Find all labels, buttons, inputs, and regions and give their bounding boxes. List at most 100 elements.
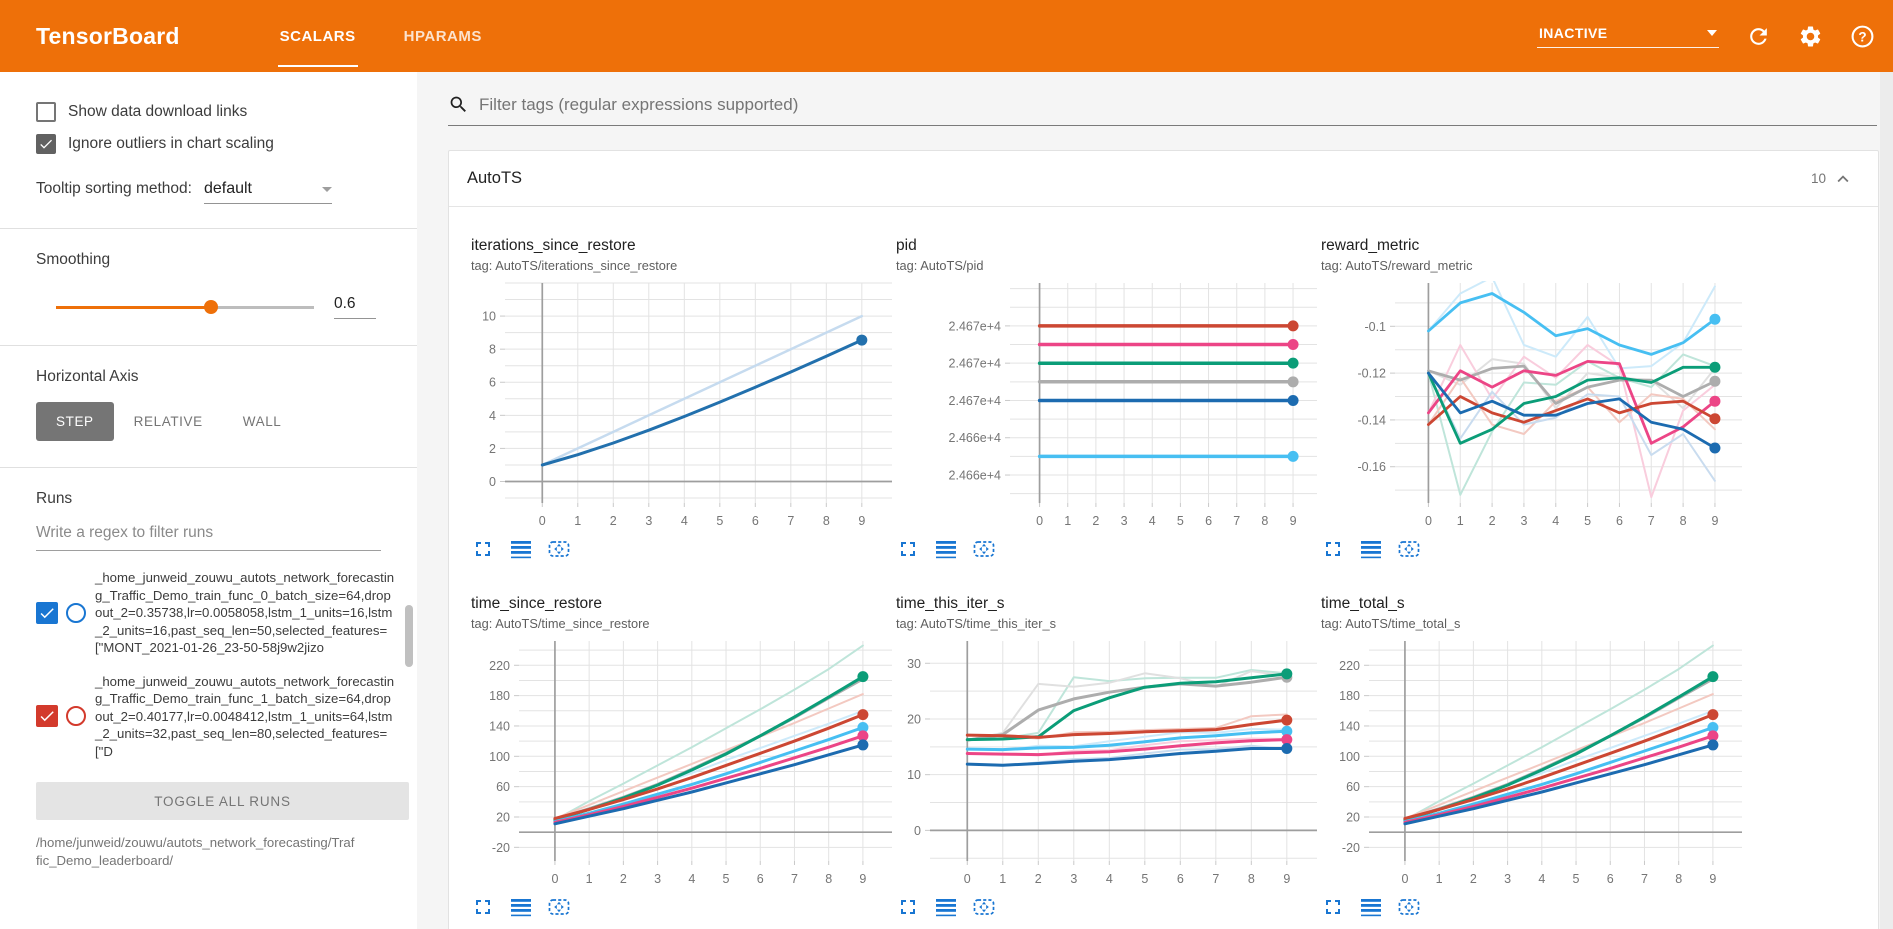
chart-plot[interactable]: 0 10 20 30 0 1 2 3 4 5 6 7 8 9 xyxy=(896,637,1321,889)
main-scrollbar-track[interactable] xyxy=(1880,72,1893,929)
svg-text:7: 7 xyxy=(787,514,794,528)
svg-text:9: 9 xyxy=(1709,872,1716,886)
chart-card-iterations_since_restore: iterations_since_restore tag: AutoTS/iter… xyxy=(471,237,896,561)
svg-text:3: 3 xyxy=(1121,514,1128,528)
chart-title: iterations_since_restore xyxy=(471,237,636,254)
checkbox-checked[interactable] xyxy=(36,134,56,154)
chart-plot[interactable]: -20 20 60 100 140 180 220 0 1 2 3 4 5 6 7 8 9 xyxy=(471,637,896,889)
svg-text:4: 4 xyxy=(1149,514,1156,528)
svg-text:8: 8 xyxy=(1261,514,1268,528)
svg-text:7: 7 xyxy=(1212,872,1219,886)
axis-relative-button[interactable]: RELATIVE xyxy=(133,414,203,429)
runs-filter-input[interactable] xyxy=(36,518,381,551)
run-radio[interactable] xyxy=(66,706,86,727)
svg-text:-0.16: -0.16 xyxy=(1358,460,1387,474)
fullscreen-icon[interactable] xyxy=(1321,537,1345,561)
tab-hparams[interactable]: HPARAMS xyxy=(403,27,482,45)
svg-text:4: 4 xyxy=(489,409,496,423)
fullscreen-icon[interactable] xyxy=(896,895,920,919)
fullscreen-icon[interactable] xyxy=(896,537,920,561)
expand-lines-icon[interactable] xyxy=(1359,895,1383,919)
chart-plot[interactable]: -20 20 60 100 140 180 220 0 1 2 3 4 5 6 7 8 9 xyxy=(1321,637,1746,889)
svg-text:9: 9 xyxy=(1290,514,1297,528)
chart-card-pid: pid tag: AutoTS/pid 2.467e+4 2.467e+4 2.467e… xyxy=(896,237,1321,561)
svg-text:0: 0 xyxy=(551,872,558,886)
chart-toolbar xyxy=(471,895,896,919)
card-collapse-control[interactable]: 10 xyxy=(1811,168,1854,190)
svg-text:1: 1 xyxy=(1064,514,1071,528)
svg-text:-0.1: -0.1 xyxy=(1364,320,1386,334)
refresh-icon[interactable] xyxy=(1745,23,1771,49)
run-checkbox[interactable] xyxy=(36,705,58,728)
svg-text:20: 20 xyxy=(496,811,510,825)
chart-plot[interactable]: 0 2 4 6 8 10 0 1 2 3 4 5 6 7 8 9 xyxy=(471,279,896,531)
chart-plot[interactable]: -0.1 -0.12 -0.14 -0.16 0 1 2 3 4 5 6 7 8 9 xyxy=(1321,279,1746,531)
svg-text:2.467e+4: 2.467e+4 xyxy=(949,319,1002,333)
sidebar-scrollbar-thumb[interactable] xyxy=(405,605,413,667)
svg-text:6: 6 xyxy=(1177,872,1184,886)
search-icon xyxy=(450,96,466,112)
svg-text:2.467e+4: 2.467e+4 xyxy=(949,357,1002,371)
smoothing-slider[interactable] xyxy=(56,300,314,314)
card-header[interactable]: AutoTS 10 xyxy=(449,151,1878,207)
fullscreen-icon[interactable] xyxy=(1321,895,1345,919)
svg-text:1: 1 xyxy=(1436,872,1443,886)
tag-filter-input[interactable] xyxy=(479,94,1877,115)
help-icon[interactable]: ? xyxy=(1849,23,1875,49)
svg-text:7: 7 xyxy=(1641,872,1648,886)
svg-text:6: 6 xyxy=(1205,514,1212,528)
svg-text:2.466e+4: 2.466e+4 xyxy=(949,469,1002,483)
expand-lines-icon[interactable] xyxy=(934,895,958,919)
svg-text:4: 4 xyxy=(1552,514,1559,528)
reload-status-select[interactable]: INACTIVE xyxy=(1537,25,1719,48)
settings-gear-icon[interactable] xyxy=(1797,23,1823,49)
tooltip-sorting-select[interactable]: default xyxy=(203,180,332,204)
svg-text:8: 8 xyxy=(823,514,830,528)
fit-domain-icon[interactable] xyxy=(972,895,996,919)
svg-text:2: 2 xyxy=(1092,514,1099,528)
svg-text:3: 3 xyxy=(1070,872,1077,886)
svg-text:1: 1 xyxy=(574,514,581,528)
fit-domain-icon[interactable] xyxy=(972,537,996,561)
run-radio[interactable] xyxy=(66,602,86,623)
svg-text:9: 9 xyxy=(859,872,866,886)
chart-toolbar xyxy=(896,895,1321,919)
expand-lines-icon[interactable] xyxy=(509,537,533,561)
chart-tag: tag: AutoTS/time_since_restore xyxy=(471,616,650,631)
expand-lines-icon[interactable] xyxy=(934,537,958,561)
checkbox-unchecked[interactable] xyxy=(36,102,56,122)
expand-lines-icon[interactable] xyxy=(1359,537,1383,561)
status-value: INACTIVE xyxy=(1539,24,1608,41)
svg-text:1: 1 xyxy=(1457,514,1464,528)
chart-toolbar xyxy=(1321,537,1746,561)
ignore-outliers-checkbox-row[interactable]: Ignore outliers in chart scaling xyxy=(36,134,381,154)
run-list-item[interactable]: _home_junweid_zouwu_autots_network_forec… xyxy=(36,673,409,761)
run-checkbox[interactable] xyxy=(36,601,58,624)
fit-domain-icon[interactable] xyxy=(547,895,571,919)
tab-scalars[interactable]: SCALARS xyxy=(256,0,380,72)
smoothing-value[interactable]: 0.6 xyxy=(334,295,376,319)
chart-toolbar xyxy=(1321,895,1746,919)
fit-domain-icon[interactable] xyxy=(547,537,571,561)
svg-text:9: 9 xyxy=(1283,872,1290,886)
svg-text:-20: -20 xyxy=(492,841,510,855)
app-title: TensorBoard xyxy=(36,22,180,49)
run-list-item[interactable]: _home_junweid_zouwu_autots_network_forec… xyxy=(36,569,409,657)
svg-text:100: 100 xyxy=(1339,750,1360,764)
fit-domain-icon[interactable] xyxy=(1397,537,1421,561)
toggle-all-runs-button[interactable]: TOGGLE ALL RUNS xyxy=(36,782,409,820)
axis-wall-button[interactable]: WALL xyxy=(242,414,282,429)
fullscreen-icon[interactable] xyxy=(471,537,495,561)
chart-toolbar xyxy=(471,537,896,561)
fit-domain-icon[interactable] xyxy=(1397,895,1421,919)
show-download-links-checkbox-row[interactable]: Show data download links xyxy=(36,102,381,122)
axis-step-button[interactable]: STEP xyxy=(36,402,114,441)
expand-lines-icon[interactable] xyxy=(509,895,533,919)
svg-text:20: 20 xyxy=(907,712,921,726)
svg-text:1: 1 xyxy=(999,872,1006,886)
slider-thumb[interactable] xyxy=(203,300,218,314)
chart-plot[interactable]: 2.467e+4 2.467e+4 2.467e+4 2.466e+4 2.466e+4… xyxy=(896,279,1321,531)
fullscreen-icon[interactable] xyxy=(471,895,495,919)
svg-text:-20: -20 xyxy=(1342,841,1360,855)
svg-text:10: 10 xyxy=(482,310,496,324)
